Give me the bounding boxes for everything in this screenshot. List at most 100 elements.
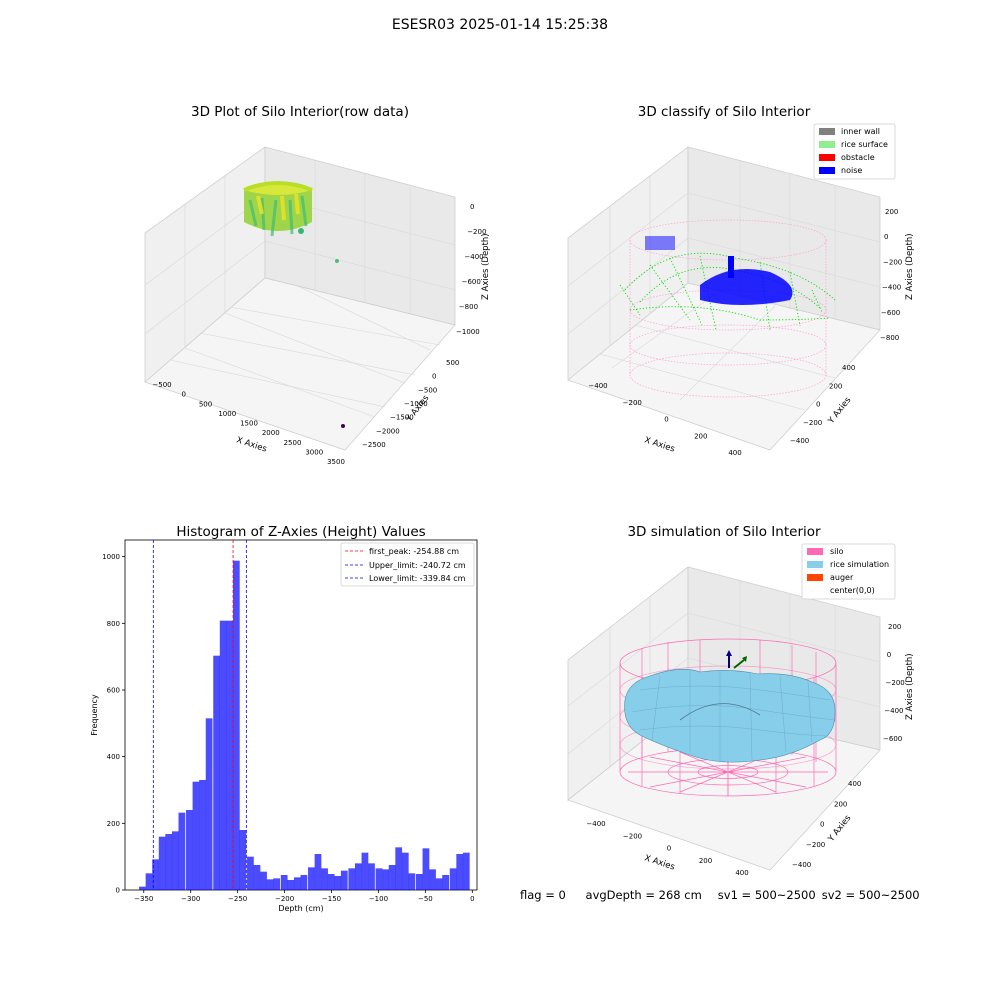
legend-swatch-obstacle (819, 154, 835, 161)
panel-classify-3d: 3D classify of Silo Interior (567, 104, 915, 457)
y-tick-label: 400 (842, 364, 855, 372)
histogram-bar (287, 880, 295, 890)
raw-point-cloud (243, 181, 313, 237)
x-tick-label: 0 (182, 391, 186, 399)
legend-swatch-auger (807, 574, 823, 581)
axis-ticks: −400 −200 0 200 400 400 200 0 −200 −400 200 0 −200 −4… (588, 208, 902, 457)
sv1-text: sv1 = 500~2500 (717, 888, 816, 902)
histogram-bar (205, 718, 213, 890)
z-tick-label: 200 (888, 623, 901, 631)
auger-marker (726, 650, 747, 669)
z-tick-label: −1000 (456, 328, 480, 336)
outlier-point (341, 424, 345, 428)
legend-label: rice simulation (830, 560, 889, 569)
panel-title: 3D simulation of Silo Interior (627, 524, 821, 540)
histogram-bar (178, 812, 186, 890)
x-tick-label: −200 (623, 832, 642, 840)
z-tick-label: −200 (886, 679, 905, 687)
status-footer: flag = 0 avgDepth = 268 cm sv1 = 500~2500… (520, 888, 936, 902)
y-tick-label: −200 (803, 419, 822, 427)
y-tick-label: −400 (792, 861, 811, 869)
histogram-bar (395, 847, 403, 890)
z-tick-label: 0 (470, 203, 474, 211)
figure-title: ESESR03 2025-01-14 15:25:38 (391, 17, 609, 33)
legend-label: rice surface (841, 140, 888, 149)
x-tick-label: 3000 (305, 448, 323, 456)
inner-wall-points (629, 219, 827, 398)
histogram-bar (139, 886, 146, 890)
y-tick-label: −2500 (362, 441, 386, 449)
y-tick-label: 0 (820, 821, 824, 829)
legend-swatch-inner-wall (819, 128, 835, 135)
histogram-bar (429, 869, 436, 890)
x-tick-label: −400 (586, 820, 605, 828)
histogram-bar (219, 620, 227, 890)
histogram-bar (253, 865, 261, 890)
histogram-bar (266, 879, 274, 890)
z-tick-label: −600 (462, 278, 481, 286)
y-tick-label: −200 (806, 841, 825, 849)
noise-points (645, 236, 793, 305)
x-tick-label: −400 (588, 382, 607, 390)
x-tick-label: 0 (667, 845, 671, 853)
histogram-bar (382, 869, 389, 890)
z-tick-label: −400 (884, 707, 903, 715)
rice-simulation-surface (624, 668, 836, 763)
panel-histogram: Histogram of Z-Axies (Height) Values −35… (90, 524, 478, 913)
x-tick-label: −300 (181, 895, 200, 903)
z-axis-label: Z Axies (Depth) (905, 653, 915, 720)
y-tick-label: 800 (107, 620, 120, 628)
y-tick-label: 500 (446, 359, 459, 367)
z-axis-label: Z Axies (Depth) (481, 233, 491, 300)
panel-raw-3d: 3D Plot of Silo Interior(row data) (144, 104, 491, 466)
z-tick-label: 0 (887, 651, 891, 659)
axis-ticks: −350 −300 −250 −200 −150 −100 −50 0 0 200 400 600 80… (102, 553, 474, 903)
histogram-bar (158, 836, 166, 890)
histogram-bar (226, 620, 234, 890)
histogram-bar (300, 875, 308, 890)
z-tick-label: −200 (883, 258, 902, 266)
x-tick-label: 1500 (240, 420, 258, 428)
histogram-bar (408, 873, 416, 890)
y-tick-label: 200 (834, 800, 847, 808)
z-tick-label: −200 (467, 228, 486, 236)
histogram-bar (415, 874, 423, 890)
y-tick-label: 0 (432, 373, 436, 381)
histogram-bar (388, 865, 396, 890)
histogram-bar (321, 868, 328, 890)
sv2-text: sv2 = 500~2500 (821, 888, 920, 902)
histogram-bar (260, 871, 267, 890)
y-tick-label: 200 (829, 382, 842, 390)
avg-depth-text: avgDepth = 268 cm (585, 888, 702, 902)
flag-text: flag = 0 (520, 888, 566, 902)
legend-label: Upper_limit: -240.72 cm (369, 561, 466, 570)
y-tick-label: −500 (418, 386, 437, 394)
z-tick-label: 200 (885, 208, 898, 216)
histogram-bar (449, 868, 457, 890)
legend-label: noise (841, 166, 862, 175)
x-tick-label: −250 (228, 895, 247, 903)
histogram-bar (280, 875, 288, 890)
panel-title: 3D Plot of Silo Interior(row data) (191, 104, 409, 120)
histogram-bar (401, 852, 409, 890)
legend-label: Lower_limit: -339.84 cm (369, 574, 466, 583)
histogram-bar (273, 878, 281, 890)
histogram-bar (334, 876, 342, 890)
histogram-bar (247, 856, 254, 890)
z-tick-label: −800 (880, 334, 899, 342)
legend-swatch-noise (819, 167, 835, 174)
legend-label: auger (830, 573, 854, 582)
panel-simulation-3d: 3D simulation of Silo Interior (567, 524, 915, 877)
x-axis-label: Depth (cm) (278, 904, 323, 913)
histogram-bar (435, 878, 443, 890)
y-tick-label: −2000 (376, 427, 400, 435)
legend: inner wall rice surface obstacle noise (813, 123, 896, 180)
legend-swatch-rice-surface (819, 141, 835, 148)
y-tick-label: 400 (107, 753, 120, 761)
reference-lines (152, 540, 247, 890)
histogram-bar (213, 655, 220, 890)
legend-label: obstacle (841, 153, 875, 162)
histogram-bar (375, 868, 383, 890)
x-tick-label: −500 (152, 381, 171, 389)
